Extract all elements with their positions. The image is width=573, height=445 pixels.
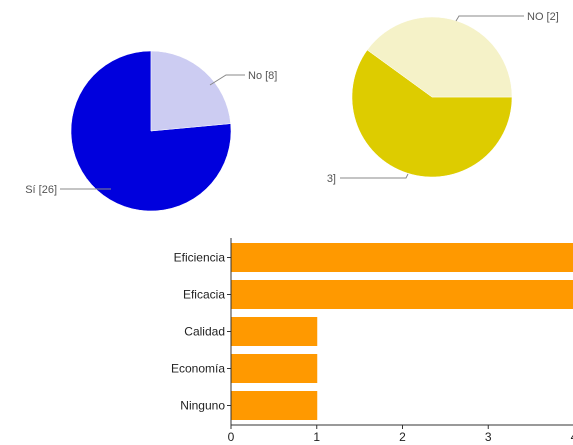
x-tick-label-2: 2 — [399, 430, 406, 444]
category-label-1: Eficacia — [183, 288, 225, 302]
pie2-slice-label-0: 3] — [327, 173, 336, 185]
pie2-slice-0 — [351, 49, 513, 178]
category-label-0: Eficiencia — [174, 251, 226, 265]
pie2-slice-label-1: NO [2] — [527, 11, 559, 23]
x-tick-label-4: 4 — [571, 430, 573, 444]
pie1-slice-1 — [150, 50, 231, 132]
pie2-leader-line-0 — [340, 173, 409, 179]
x-tick-label-1: 1 — [313, 430, 320, 444]
bar-chart-criteria: Eficiencia Eficacia Calidad Economía Ninguno… — [171, 238, 573, 444]
pie2-slice-1 — [366, 16, 513, 98]
pie-chart-si-no: Sí [26] No [8] — [25, 50, 277, 212]
x-tick-label-3: 3 — [485, 430, 492, 444]
bar-4 — [231, 391, 318, 420]
bar-1 — [231, 280, 573, 309]
pie2-leader-line-1 — [455, 15, 524, 22]
category-label-2: Calidad — [184, 325, 225, 339]
pie1-slice-label-0: Sí [26] — [25, 184, 57, 196]
bar-0 — [231, 243, 573, 272]
bar-3 — [231, 354, 318, 383]
pie1-leader-line-1 — [209, 74, 245, 86]
category-label-4: Ninguno — [180, 399, 225, 413]
category-label-3: Economía — [171, 362, 225, 376]
x-tick-label-0: 0 — [228, 430, 235, 444]
pie1-slice-label-1: No [8] — [248, 70, 277, 82]
bar-2 — [231, 317, 318, 346]
pie-chart-no-3: 3] NO [2] — [327, 11, 559, 185]
